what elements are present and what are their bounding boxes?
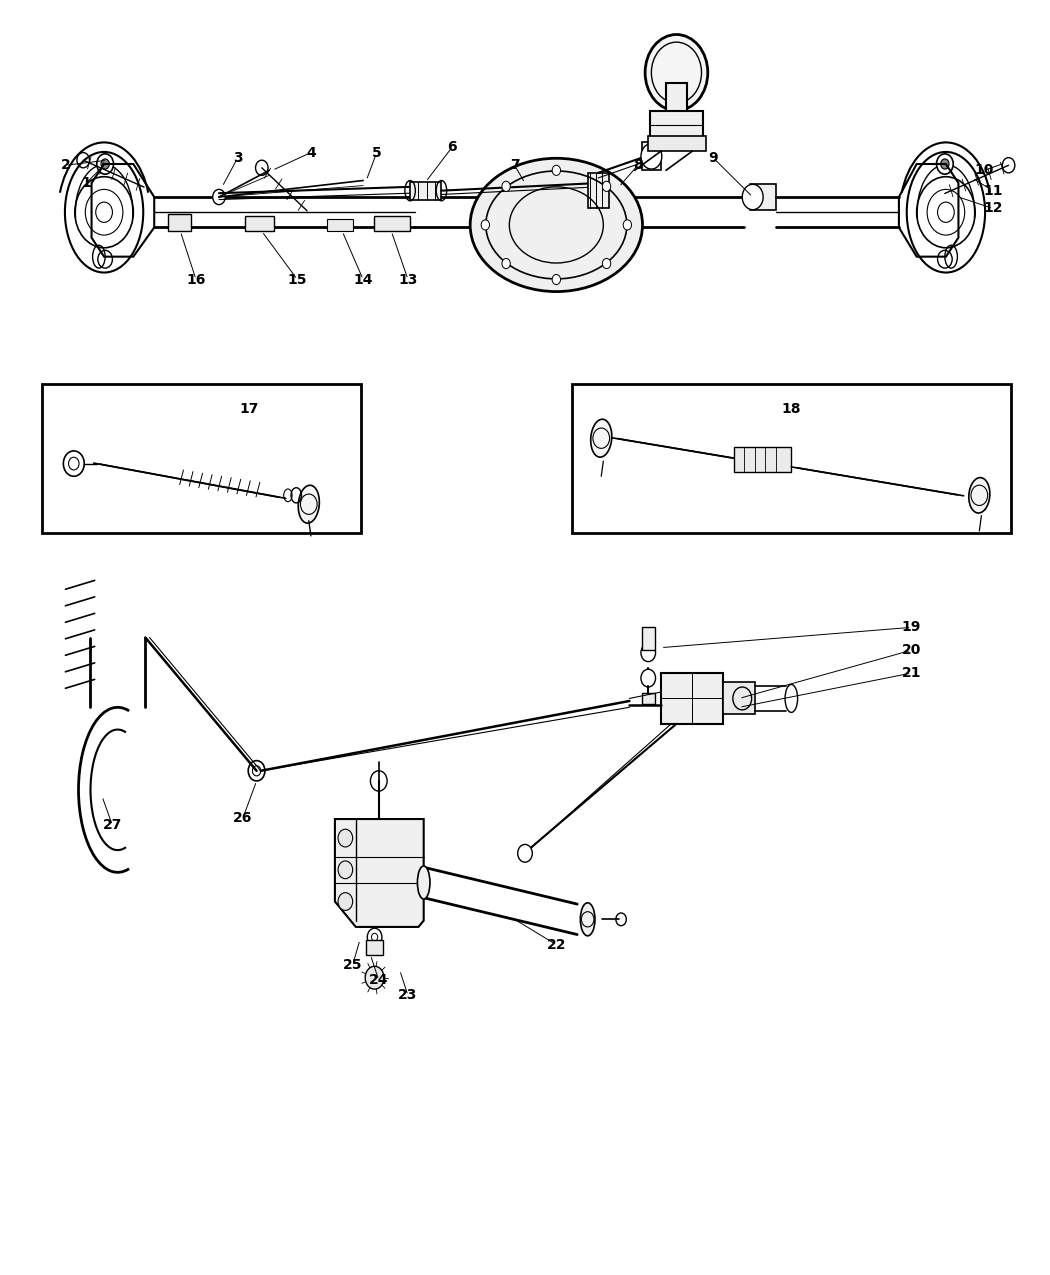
- Text: 12: 12: [983, 201, 1003, 215]
- Text: 5: 5: [372, 145, 381, 159]
- Ellipse shape: [645, 34, 708, 111]
- Ellipse shape: [591, 419, 612, 458]
- Bar: [572, 384, 1011, 533]
- Ellipse shape: [969, 478, 990, 513]
- Bar: [660, 673, 723, 724]
- Bar: [642, 694, 654, 704]
- Circle shape: [502, 259, 510, 269]
- Circle shape: [365, 966, 384, 989]
- Circle shape: [603, 259, 611, 269]
- Bar: [734, 446, 792, 472]
- Circle shape: [502, 181, 510, 191]
- Text: 21: 21: [902, 666, 921, 680]
- Text: 1: 1: [82, 176, 91, 190]
- Circle shape: [640, 644, 655, 662]
- Bar: [327, 218, 353, 231]
- Bar: [642, 143, 660, 171]
- Circle shape: [640, 669, 655, 687]
- Text: 10: 10: [974, 163, 994, 177]
- Circle shape: [481, 219, 489, 230]
- Circle shape: [742, 185, 763, 209]
- Ellipse shape: [470, 158, 643, 292]
- Text: 4: 4: [306, 145, 316, 159]
- Text: 19: 19: [902, 621, 921, 635]
- Text: 18: 18: [781, 402, 801, 416]
- Bar: [42, 384, 361, 533]
- Text: 3: 3: [233, 150, 243, 164]
- Text: 9: 9: [708, 150, 718, 164]
- Bar: [650, 111, 702, 139]
- Circle shape: [338, 892, 353, 910]
- Text: 6: 6: [447, 140, 457, 154]
- Text: 27: 27: [103, 819, 122, 833]
- Bar: [588, 173, 609, 208]
- Bar: [168, 213, 191, 231]
- Circle shape: [938, 250, 952, 268]
- Bar: [374, 215, 411, 231]
- Bar: [245, 215, 274, 231]
- Bar: [723, 682, 755, 714]
- Ellipse shape: [298, 486, 319, 523]
- Bar: [750, 185, 776, 209]
- Text: 24: 24: [369, 973, 388, 987]
- Text: 20: 20: [902, 643, 921, 657]
- Text: 22: 22: [547, 937, 566, 951]
- Text: 15: 15: [288, 273, 307, 287]
- Circle shape: [640, 144, 662, 170]
- Circle shape: [552, 274, 561, 284]
- Text: 11: 11: [983, 184, 1003, 198]
- Circle shape: [552, 166, 561, 176]
- Text: 25: 25: [343, 958, 362, 972]
- Text: 13: 13: [398, 273, 418, 287]
- Circle shape: [101, 159, 109, 170]
- Circle shape: [98, 250, 112, 268]
- Text: 17: 17: [239, 402, 259, 416]
- Bar: [666, 83, 687, 115]
- Text: 23: 23: [398, 988, 418, 1002]
- Bar: [411, 182, 441, 200]
- Text: 7: 7: [509, 158, 520, 172]
- Circle shape: [213, 190, 226, 204]
- Circle shape: [338, 861, 353, 878]
- Text: 14: 14: [354, 273, 373, 287]
- Ellipse shape: [418, 866, 429, 899]
- Circle shape: [624, 219, 631, 230]
- Ellipse shape: [581, 903, 595, 936]
- Polygon shape: [335, 819, 424, 927]
- Circle shape: [518, 844, 532, 862]
- Circle shape: [603, 181, 611, 191]
- Text: 26: 26: [233, 811, 253, 825]
- Circle shape: [338, 829, 353, 847]
- Bar: [642, 627, 654, 650]
- Text: 8: 8: [633, 158, 643, 172]
- Bar: [648, 136, 706, 152]
- Bar: [366, 940, 383, 955]
- Circle shape: [97, 154, 113, 175]
- Text: 2: 2: [61, 158, 70, 172]
- Text: 16: 16: [186, 273, 206, 287]
- Circle shape: [941, 159, 949, 170]
- Circle shape: [937, 154, 953, 175]
